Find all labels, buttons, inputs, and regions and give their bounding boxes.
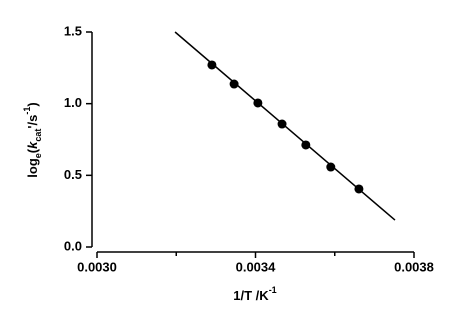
x-tick-label: 0.0030 [77, 259, 117, 274]
y-tick-label: 1.0 [64, 95, 82, 110]
y-label-part: -1 [22, 107, 32, 115]
x-axis-label: 1/T /K-1 [233, 285, 276, 303]
x-tick-label: 0.0034 [236, 259, 277, 274]
y-label-part: '/s [25, 115, 40, 129]
data-point [253, 98, 263, 108]
y-tick-label: 0.5 [64, 167, 82, 182]
y-label-part: ) [25, 102, 40, 106]
x-axis-label-main: 1/T /K [233, 288, 269, 303]
data-point [354, 184, 364, 194]
y-label-part: log [25, 158, 40, 178]
data-point [229, 79, 239, 89]
y-axis-label: loge(kcat'/s-1) [22, 102, 43, 177]
y-label-part: cat [33, 129, 43, 142]
x-tick-label: 0.0038 [394, 259, 434, 274]
data-point [277, 119, 287, 129]
y-tick-label: 0.0 [64, 238, 82, 253]
data-point [301, 140, 311, 150]
data-point [207, 60, 217, 70]
y-label-part: k [25, 141, 40, 149]
y-tick-label: 1.5 [64, 23, 82, 38]
x-axis-label-sup: -1 [269, 285, 277, 295]
y-label-part: ( [25, 148, 40, 153]
data-point [326, 162, 336, 172]
y-label-part: e [33, 153, 43, 158]
